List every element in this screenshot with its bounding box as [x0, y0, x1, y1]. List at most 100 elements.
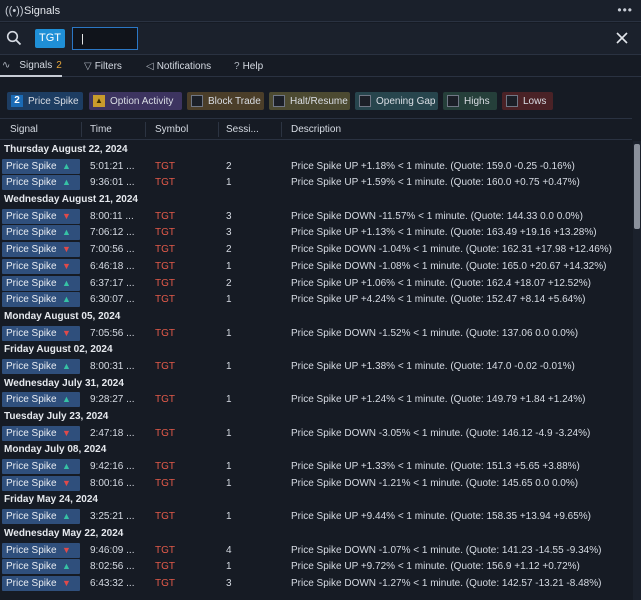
signal-tag[interactable]: Price Spike ▼	[2, 208, 80, 224]
signal-tag[interactable]: Price Spike ▲	[2, 392, 80, 408]
symbol-cell[interactable]: TGT	[155, 244, 175, 256]
time-cell: 6:30:07 ...	[90, 294, 135, 306]
signal-filter-bar: 2 Price Spike ▲ Option Activity Block Tr…	[0, 92, 641, 114]
filter-block-trade[interactable]: Block Trade	[187, 92, 264, 110]
symbol-cell[interactable]: TGT	[155, 160, 175, 172]
filter-highs[interactable]: Highs	[443, 92, 497, 110]
symbol-cell[interactable]: TGT	[155, 227, 175, 239]
ellipsis-icon[interactable]: •••	[617, 3, 633, 17]
column-header-session[interactable]: Sessi...	[226, 124, 259, 135]
ticker-chip[interactable]: TGT	[35, 29, 65, 48]
symbol-cell[interactable]: TGT	[155, 277, 175, 289]
symbol-cell[interactable]: TGT	[155, 260, 175, 272]
date-group-header: Thursday August 22, 2024	[0, 141, 632, 158]
filter-price-spike[interactable]: 2 Price Spike	[7, 92, 83, 110]
question-icon: ?	[234, 61, 240, 72]
signal-label: Price Spike	[6, 210, 57, 222]
arrow-down-icon: ▼	[62, 210, 71, 221]
symbol-cell[interactable]: TGT	[155, 360, 175, 372]
filter-option-activity[interactable]: ▲ Option Activity	[89, 92, 182, 110]
filter-opening-gap[interactable]: Opening Gap	[355, 92, 438, 110]
description-cell: Price Spike DOWN -1.52% < 1 minute. (Quo…	[291, 327, 579, 339]
table-row[interactable]: Price Spike ▲ 9:28:27 ... TGT 1 Price Spi…	[0, 391, 632, 408]
table-row[interactable]: Price Spike ▼ 2:47:18 ... TGT 1 Price Spi…	[0, 425, 632, 442]
symbol-cell[interactable]: TGT	[155, 544, 175, 556]
table-row[interactable]: Price Spike ▲ 8:02:56 ... TGT 1 Price Spi…	[0, 558, 632, 575]
symbol-cell[interactable]: TGT	[155, 461, 175, 473]
table-row[interactable]: Price Spike ▲ 8:00:31 ... TGT 1 Price Spi…	[0, 358, 632, 375]
scrollbar-thumb[interactable]	[634, 144, 640, 229]
tab-signals[interactable]: ∿ Signals 2	[0, 56, 62, 77]
signal-tag[interactable]: Price Spike ▲	[2, 225, 80, 241]
table-row[interactable]: Price Spike ▲ 6:30:07 ... TGT 1 Price Spi…	[0, 291, 632, 308]
table-row[interactable]: Price Spike ▼ 8:00:11 ... TGT 3 Price Spi…	[0, 208, 632, 225]
arrow-up-icon: ▲	[62, 360, 71, 371]
signal-tag[interactable]: Price Spike ▲	[2, 459, 80, 475]
close-icon[interactable]	[615, 31, 629, 45]
signal-tag[interactable]: Price Spike ▼	[2, 475, 80, 491]
column-divider[interactable]	[218, 122, 219, 137]
signal-tag[interactable]: Price Spike ▼	[2, 542, 80, 558]
signal-tag[interactable]: Price Spike ▲	[2, 292, 80, 308]
tab-notifications[interactable]: ◁ Notifications	[146, 56, 211, 77]
signal-tag[interactable]: Price Spike ▲	[2, 559, 80, 575]
symbol-cell[interactable]: TGT	[155, 294, 175, 306]
column-header-symbol[interactable]: Symbol	[155, 124, 189, 135]
window-titlebar: ((•)) Signals •••	[0, 0, 641, 22]
symbol-cell[interactable]: TGT	[155, 210, 175, 222]
signal-tag[interactable]: Price Spike ▼	[2, 325, 80, 341]
signal-tag[interactable]: Price Spike ▼	[2, 242, 80, 258]
column-header-description[interactable]: Description	[291, 124, 342, 135]
table-row[interactable]: Price Spike ▲ 7:06:12 ... TGT 3 Price Spi…	[0, 224, 632, 241]
signal-tag[interactable]: Price Spike ▼	[2, 575, 80, 591]
column-header-time[interactable]: Time	[90, 124, 112, 135]
symbol-cell[interactable]: TGT	[155, 477, 175, 489]
symbol-cell[interactable]: TGT	[155, 394, 175, 406]
symbol-cell[interactable]: TGT	[155, 327, 175, 339]
table-row[interactable]: Price Spike ▼ 6:46:18 ... TGT 1 Price Spi…	[0, 258, 632, 275]
table-row[interactable]: Price Spike ▲ 9:42:16 ... TGT 1 Price Spi…	[0, 458, 632, 475]
tab-help[interactable]: ? Help	[234, 56, 263, 77]
symbol-cell[interactable]: TGT	[155, 427, 175, 439]
column-divider[interactable]	[145, 122, 146, 137]
window-title: Signals	[24, 4, 61, 17]
date-group-header: Monday August 05, 2024	[0, 307, 632, 325]
symbol-cell[interactable]: TGT	[155, 511, 175, 523]
signal-tag[interactable]: Price Spike ▼	[2, 258, 80, 274]
signal-tag[interactable]: Price Spike ▲	[2, 175, 80, 191]
filter-lows[interactable]: Lows	[502, 92, 553, 110]
session-cell: 3	[226, 210, 232, 222]
session-cell: 1	[226, 461, 232, 473]
table-row[interactable]: Price Spike ▼ 7:05:56 ... TGT 1 Price Spi…	[0, 325, 632, 342]
date-group-header: Friday May 24, 2024	[0, 491, 632, 509]
symbol-cell[interactable]: TGT	[155, 561, 175, 573]
table-row[interactable]: Price Spike ▼ 6:43:32 ... TGT 3 Price Spi…	[0, 575, 632, 592]
table-row[interactable]: Price Spike ▼ 9:46:09 ... TGT 4 Price Spi…	[0, 542, 632, 559]
column-header-signal[interactable]: Signal	[10, 124, 38, 135]
search-input[interactable]	[72, 27, 138, 50]
table-row[interactable]: Price Spike ▲ 6:37:17 ... TGT 2 Price Spi…	[0, 275, 632, 292]
signal-tag[interactable]: Price Spike ▼	[2, 425, 80, 441]
table-row[interactable]: Price Spike ▼ 7:00:56 ... TGT 2 Price Spi…	[0, 241, 632, 258]
tab-filters[interactable]: ▽ Filters	[84, 56, 122, 77]
table-row[interactable]: Price Spike ▲ 3:25:21 ... TGT 1 Price Spi…	[0, 508, 632, 525]
signal-label: Price Spike	[6, 277, 57, 289]
symbol-cell[interactable]: TGT	[155, 177, 175, 189]
signal-tag[interactable]: Price Spike ▲	[2, 509, 80, 525]
description-cell: Price Spike UP +1.33% < 1 minute. (Quote…	[291, 461, 580, 473]
table-row[interactable]: Price Spike ▲ 5:01:21 ... TGT 2 Price Spi…	[0, 158, 632, 175]
filter-block-trade-label: Block Trade	[208, 95, 261, 107]
signal-tag[interactable]: Price Spike ▲	[2, 275, 80, 291]
vertical-scrollbar[interactable]	[633, 141, 641, 600]
filter-halt-resume[interactable]: Halt/Resume	[269, 92, 350, 110]
search-icon[interactable]	[6, 30, 22, 46]
symbol-cell[interactable]: TGT	[155, 577, 175, 589]
column-divider[interactable]	[81, 122, 82, 137]
column-divider[interactable]	[281, 122, 282, 137]
signal-tag[interactable]: Price Spike ▲	[2, 158, 80, 174]
signal-label: Price Spike	[6, 244, 57, 256]
table-row[interactable]: Price Spike ▲ 9:36:01 ... TGT 1 Price Spi…	[0, 174, 632, 191]
signal-tag[interactable]: Price Spike ▲	[2, 358, 80, 374]
table-row[interactable]: Price Spike ▼ 8:00:16 ... TGT 1 Price Spi…	[0, 475, 632, 492]
session-cell: 1	[226, 427, 232, 439]
